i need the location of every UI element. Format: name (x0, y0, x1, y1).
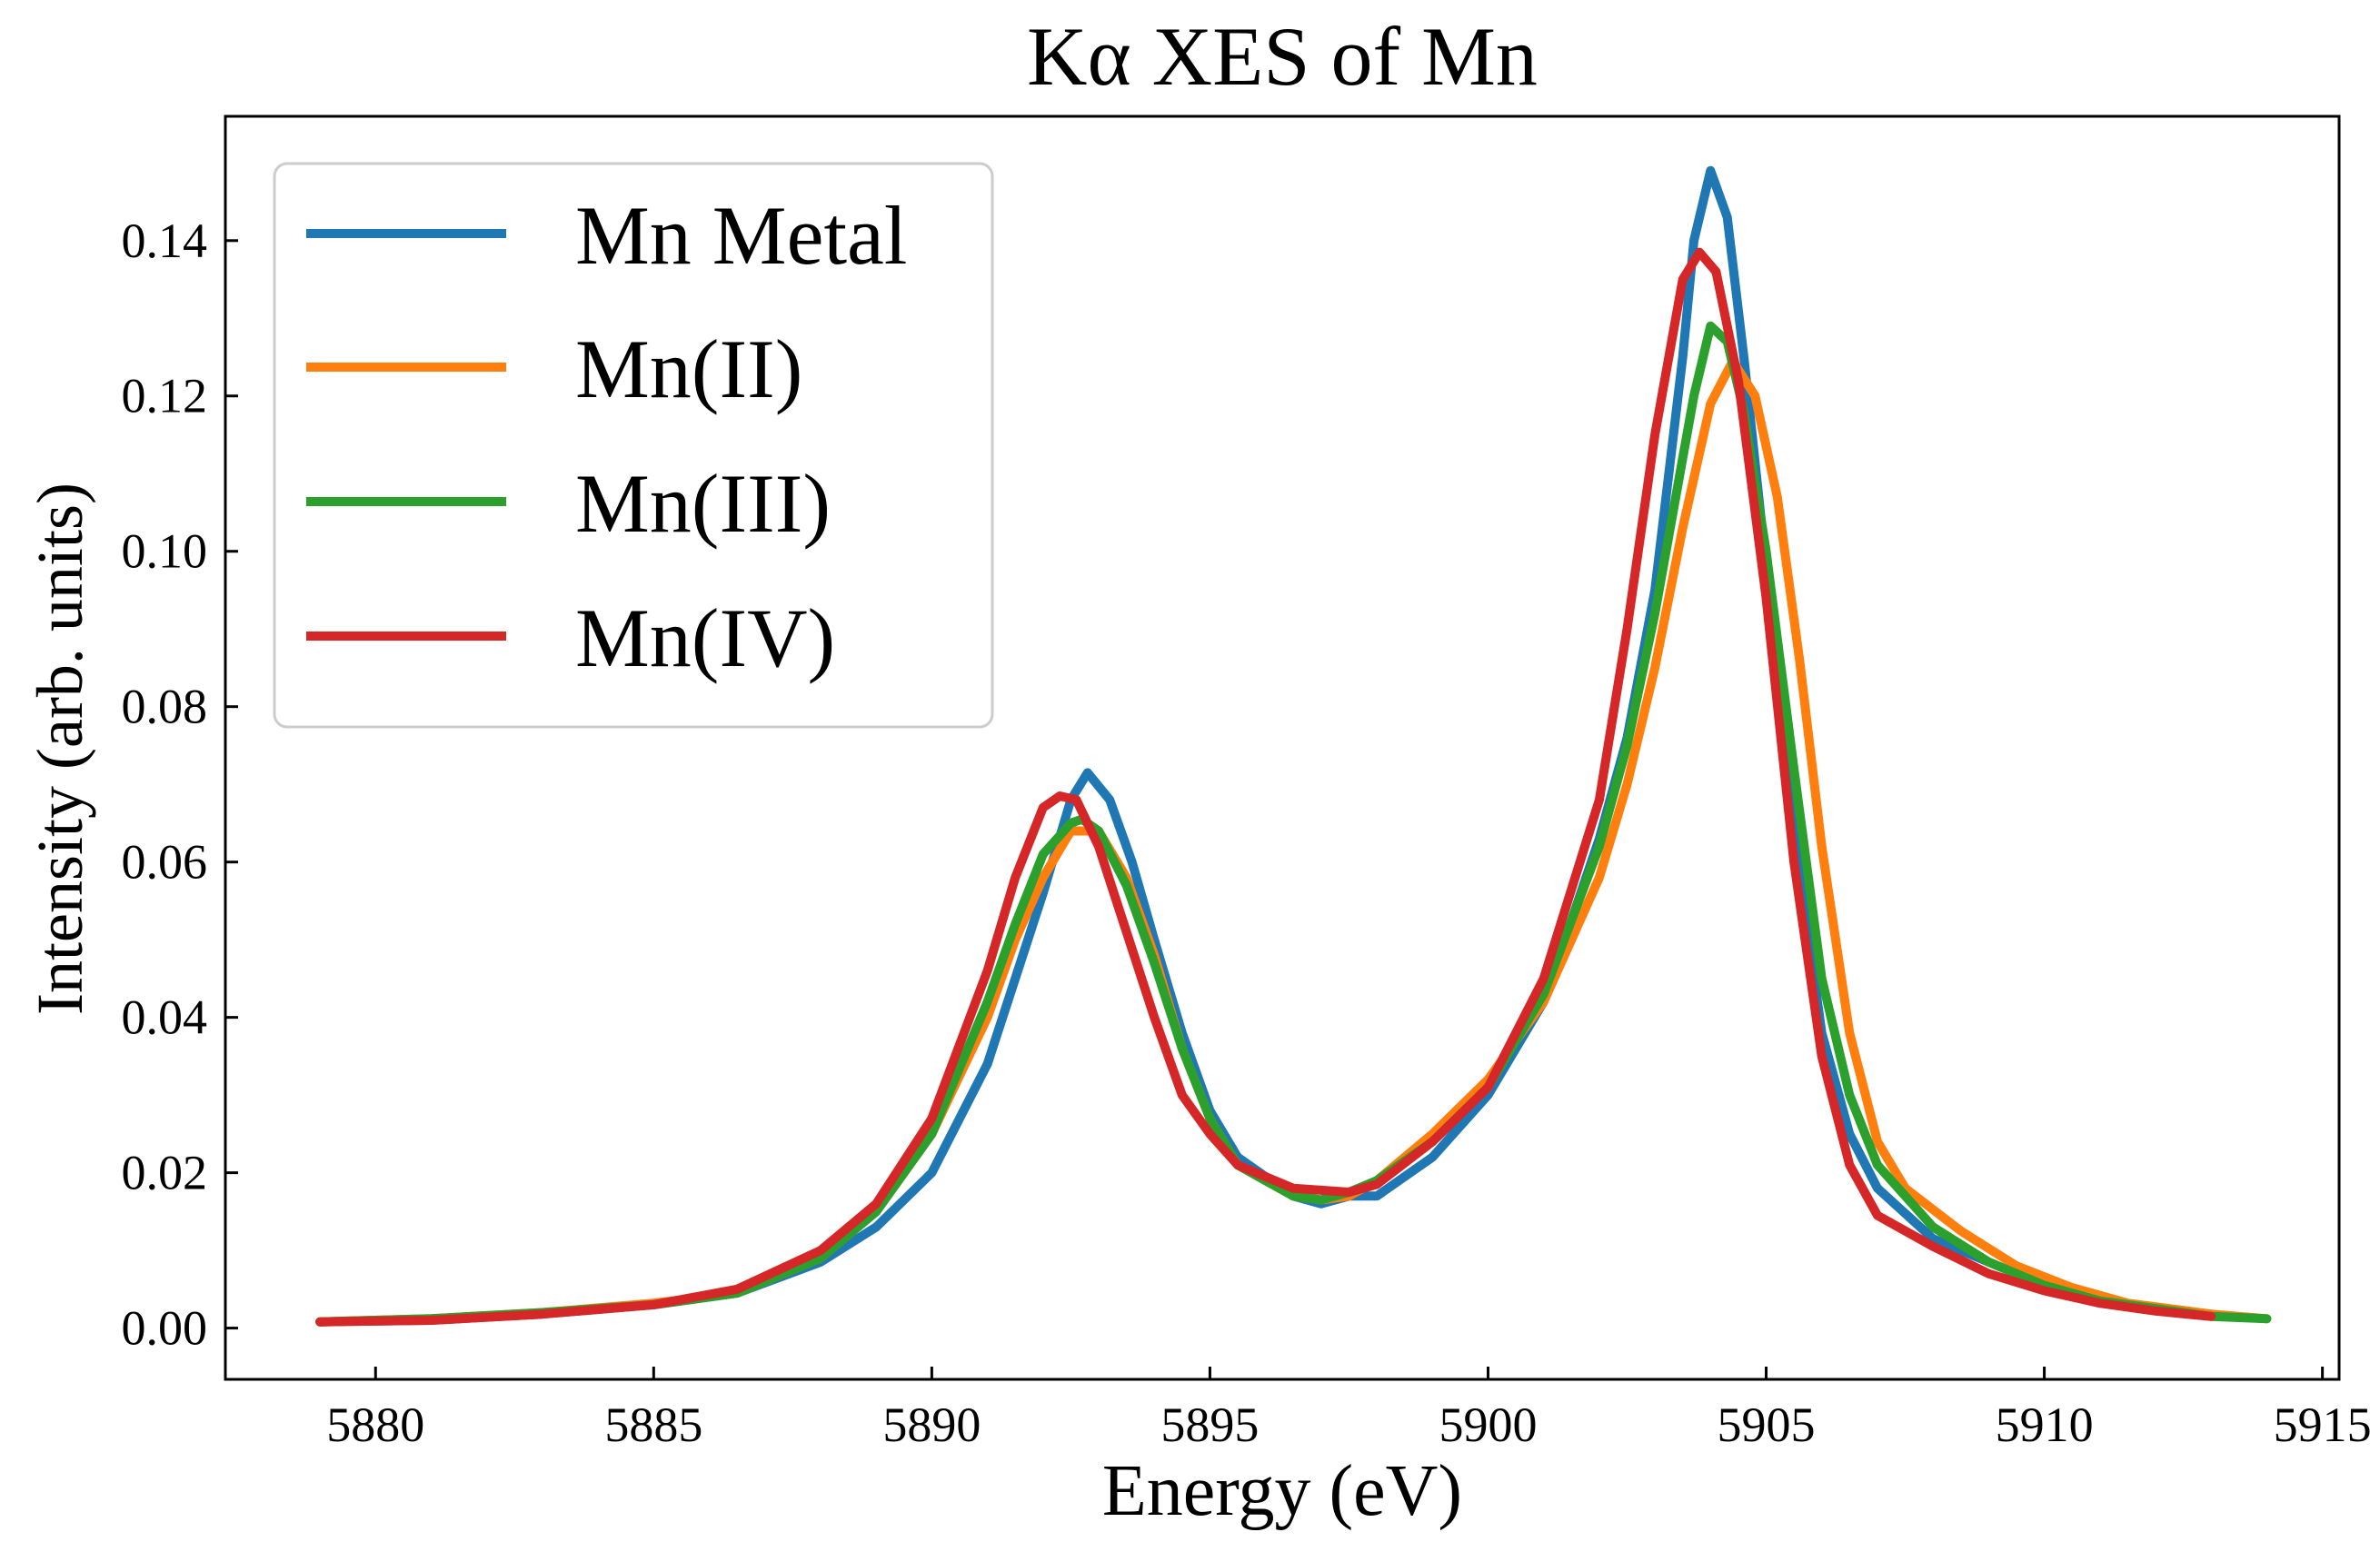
y-axis-label: Intensity (arb. units) (24, 483, 96, 1015)
x-tick-label: 5905 (1718, 1398, 1816, 1452)
y-tick-label: 0.12 (122, 369, 208, 423)
series-line-mn-metal (315, 165, 2216, 1327)
x-tick-label: 5890 (882, 1398, 981, 1452)
x-tick-label: 5910 (1996, 1398, 2094, 1452)
legend-item-mn-iii: Mn(III) (306, 457, 831, 550)
y-tick-label: 0.04 (122, 990, 208, 1045)
y-tick-label: 0.00 (122, 1301, 208, 1356)
y-tick-label: 0.14 (122, 214, 208, 268)
y-tick-label: 0.08 (122, 680, 208, 734)
y-tick-label: 0.10 (122, 524, 208, 579)
y-tick-label: 0.02 (122, 1146, 208, 1200)
legend-item-mn-ii: Mn(II) (306, 323, 802, 415)
plot-frame (224, 114, 2341, 1381)
x-tick-label: 5900 (1439, 1398, 1537, 1452)
x-tick-label: 5880 (326, 1398, 424, 1452)
x-tick-label: 5895 (1160, 1398, 1259, 1452)
x-tick-label: 5885 (604, 1398, 702, 1452)
chart-title: Kα XES of Mn (1027, 10, 1538, 103)
legend-label-mn-metal: Mn Metal (575, 189, 907, 282)
y-tick-label: 0.06 (122, 835, 208, 890)
x-axis-label: Energy (eV) (1102, 1451, 1462, 1531)
series-line-mn-iv (315, 247, 2216, 1327)
legend-box (273, 162, 994, 729)
legend: Mn Metal Mn(II) Mn(III) Mn(IV) (273, 162, 994, 729)
legend-label-mn-ii: Mn(II) (575, 323, 802, 415)
series-layer (315, 165, 2272, 1327)
tick-layer: 5880 5885 5890 5895 5900 5905 5910 5915 0.00 0.02… (122, 214, 2372, 1452)
legend-item-mn-metal: Mn Metal (306, 189, 907, 282)
legend-label-mn-iv: Mn(IV) (575, 592, 835, 684)
legend-label-mn-iii: Mn(III) (575, 457, 831, 550)
legend-item-mn-iv: Mn(IV) (306, 592, 835, 684)
x-tick-label: 5915 (2274, 1398, 2372, 1452)
